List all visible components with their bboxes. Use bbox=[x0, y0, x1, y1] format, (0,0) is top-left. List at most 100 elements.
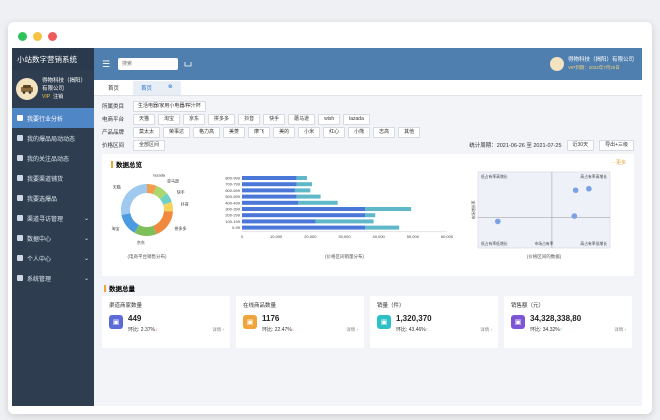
brand-chip[interactable]: 荣事达 bbox=[163, 126, 191, 138]
bar-tick-label: 0-99 bbox=[232, 225, 241, 230]
sidebar-item-label: 个人中心 bbox=[27, 256, 52, 263]
brand-chip[interactable]: 美的 bbox=[273, 126, 296, 138]
price-select[interactable]: 全部区间 bbox=[133, 139, 166, 151]
platform-chip[interactable]: 抖音 bbox=[238, 113, 261, 125]
brand-chip[interactable]: 莫太太 bbox=[133, 126, 161, 138]
platform-chip[interactable]: 京东 bbox=[183, 113, 206, 125]
close-dot[interactable] bbox=[48, 32, 57, 41]
brand-chip[interactable]: 志高 bbox=[373, 126, 396, 138]
bar[interactable] bbox=[296, 194, 321, 199]
brand-chip[interactable]: 小米 bbox=[298, 126, 321, 138]
scatter-point[interactable] bbox=[571, 213, 578, 219]
pie-label: 京东 bbox=[137, 239, 145, 245]
kpi-value: 1176 bbox=[262, 314, 280, 323]
sidebar-item-8[interactable]: 系统管理 ⌄ bbox=[12, 268, 94, 288]
bar[interactable] bbox=[365, 213, 376, 218]
pie-slice[interactable] bbox=[121, 184, 147, 215]
pie-slice[interactable] bbox=[147, 184, 157, 195]
scatter-point[interactable] bbox=[586, 185, 592, 192]
tab-home[interactable]: 首页 bbox=[108, 86, 120, 92]
sidebar-item-label: 渠道寻访管理 bbox=[27, 216, 64, 223]
bar[interactable] bbox=[294, 188, 311, 193]
sidebar-item-3[interactable]: 我要渠道铺货 bbox=[12, 168, 94, 188]
platform-chip[interactable]: 拼多多 bbox=[208, 113, 236, 125]
tab-close-icon[interactable]: ⊗ bbox=[168, 84, 173, 90]
chevron-down-icon: ⌄ bbox=[83, 255, 89, 262]
kpi-ratio-text: 环比: 34.32% bbox=[530, 327, 560, 333]
bar[interactable] bbox=[242, 200, 299, 205]
period-button[interactable]: 近30天 bbox=[566, 139, 595, 151]
platform-chip[interactable]: 淘宝 bbox=[158, 113, 181, 125]
x-tick-label: 0 bbox=[241, 234, 244, 239]
scatter-point[interactable] bbox=[495, 218, 501, 225]
tab-home-active[interactable]: 首页 ⊗ bbox=[133, 81, 181, 95]
bar[interactable] bbox=[242, 194, 297, 199]
bar[interactable] bbox=[242, 207, 365, 211]
platform-chip[interactable]: 天猫 bbox=[133, 113, 156, 125]
kpi-detail-link[interactable]: 详情 › bbox=[212, 327, 224, 332]
pie-slice[interactable] bbox=[160, 193, 172, 205]
search-input[interactable] bbox=[118, 58, 178, 70]
brand-chip[interactable]: 其他 bbox=[398, 126, 421, 138]
kpi-detail-link[interactable]: 详情 › bbox=[346, 327, 358, 332]
topbar: ☰ 得物科技（揭阳）有限公司 VIP到期：2022年7月25日 bbox=[94, 48, 642, 80]
scatter-point[interactable] bbox=[572, 187, 579, 194]
sidebar-item-0[interactable]: 我要行业分析 bbox=[12, 108, 94, 128]
category-filter: 所属类目 生活电器/家用小电器/榨汁杯 bbox=[102, 100, 634, 112]
sidebar-item-5[interactable]: 渠道寻访管理 ⌄ bbox=[12, 208, 94, 228]
pie-slice[interactable] bbox=[134, 224, 157, 236]
bar[interactable] bbox=[242, 188, 295, 193]
pie-slice[interactable] bbox=[153, 185, 168, 200]
brand-chip[interactable]: 红心 bbox=[323, 126, 346, 138]
chart-icon bbox=[17, 115, 23, 121]
maximize-dot[interactable] bbox=[18, 32, 27, 41]
donut-caption: (电商平台销售分布) bbox=[128, 253, 167, 260]
platform-chip[interactable]: 蘑马逊 bbox=[288, 113, 316, 125]
bar[interactable] bbox=[365, 225, 400, 230]
gear-icon bbox=[17, 275, 23, 281]
menu-icon[interactable]: ☰ bbox=[102, 58, 111, 69]
pie-slice[interactable] bbox=[153, 211, 173, 235]
bar[interactable] bbox=[242, 219, 316, 224]
app-title: 小站数字营销系统 bbox=[12, 48, 94, 70]
sidebar-item-2[interactable]: 我的关注品动态 bbox=[12, 148, 94, 168]
logout-link[interactable]: 注销 bbox=[53, 94, 64, 100]
bar[interactable] bbox=[298, 200, 338, 205]
bar[interactable] bbox=[242, 225, 365, 230]
sidebar-item-1[interactable]: 我的爆品局动动态 bbox=[12, 128, 94, 148]
bar[interactable] bbox=[242, 213, 365, 218]
bar-tick-label: 700-799 bbox=[225, 182, 240, 187]
bar[interactable] bbox=[296, 182, 313, 187]
user-area[interactable]: 得物科技（揭阳）有限公司 VIP到期：2022年7月25日 bbox=[549, 57, 634, 71]
brand-chip[interactable]: 小熊 bbox=[348, 126, 371, 138]
sidebar-item-6[interactable]: 数据中心 ⌄ bbox=[12, 228, 94, 248]
more-link[interactable]: ···更多 bbox=[611, 160, 626, 166]
bar[interactable] bbox=[315, 219, 374, 224]
bar-tick-label: 800-999 bbox=[225, 176, 240, 181]
platform-label: 电商平台 bbox=[102, 117, 125, 123]
platform-chip[interactable]: wish bbox=[318, 113, 341, 125]
platform-chip[interactable]: lazada bbox=[343, 113, 370, 125]
bar[interactable] bbox=[242, 182, 297, 187]
kpi-detail-link[interactable]: 详情 › bbox=[614, 327, 626, 332]
brand-chip[interactable]: 美菱 bbox=[223, 126, 246, 138]
kpi-detail-link[interactable]: 详情 › bbox=[480, 327, 492, 332]
sidebar-item-4[interactable]: 我要选爆品 bbox=[12, 188, 94, 208]
platform-chip[interactable]: 快手 bbox=[263, 113, 286, 125]
category-select[interactable]: 生活电器/家用小电器/榨汁杯 bbox=[133, 100, 206, 112]
minimize-dot[interactable] bbox=[33, 32, 42, 41]
sidebar-item-7[interactable]: 个人中心 ⌄ bbox=[12, 248, 94, 268]
collapse-icon[interactable] bbox=[184, 60, 192, 68]
bar[interactable] bbox=[365, 207, 412, 211]
pie-slice[interactable] bbox=[121, 213, 139, 233]
sidebar: 小站数字营销系统 得物科技（揭阳）有限公司 VIP 注销 我要行业分析 我的爆品局… bbox=[12, 48, 94, 406]
bar[interactable] bbox=[242, 176, 297, 180]
content: 所属类目 生活电器/家用小电器/榨汁杯 电商平台 天猫 淘宝 京东 拼多多 抖音 快手 蘑马… bbox=[94, 96, 642, 406]
bar[interactable] bbox=[296, 176, 307, 180]
export-button[interactable]: 导出+三级 bbox=[599, 139, 634, 151]
quadrant-label: 低占有率低增长 bbox=[481, 241, 508, 246]
pie-slice[interactable] bbox=[163, 201, 173, 212]
brand-chip[interactable]: 格力高 bbox=[193, 126, 221, 138]
x-axis-label: 市场占有率 bbox=[535, 241, 554, 246]
brand-chip[interactable]: 摩飞 bbox=[248, 126, 271, 138]
